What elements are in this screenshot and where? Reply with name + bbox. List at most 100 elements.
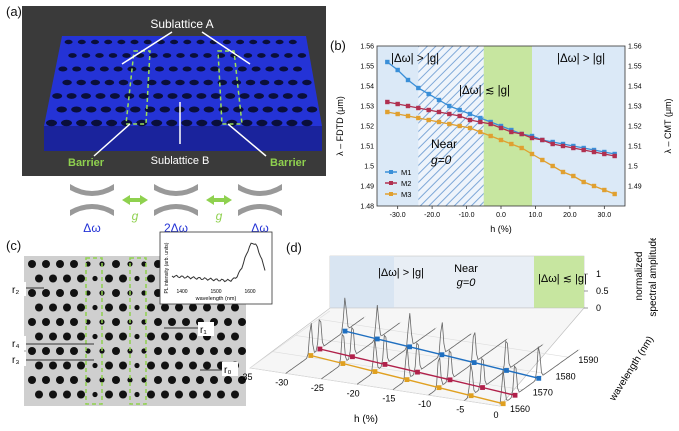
spectrum-trace [392,322,472,391]
sem-hole [147,361,155,370]
sem-hole [161,390,169,399]
x-axis-label: h (%) [354,414,378,425]
air-hole [254,93,264,99]
y-tick-label-right: 1.56 [628,44,642,51]
x-tick-label: -20 [347,388,360,398]
air-hole [203,79,213,86]
y-tick-label-left: 1.56 [360,44,374,51]
data-point-m3 [498,137,504,143]
air-hole [166,119,178,127]
sem-hole [92,333,98,340]
air-hole [153,93,164,99]
data-point-m3 [560,169,566,175]
data-point-m3 [540,157,545,163]
delta-center-label: 2Δω [164,221,188,235]
sem-hole [182,376,190,384]
r1-box [198,322,214,336]
sem-barrier-left [85,257,103,405]
air-hole [268,93,279,99]
air-hole [85,106,97,113]
sem-hole [70,318,78,326]
air-hole [104,39,113,45]
air-hole [64,39,73,45]
air-hole [286,119,298,127]
sem-hole [182,347,190,355]
air-hole [262,39,271,45]
sem-hole [35,390,43,399]
air-hole [284,53,293,58]
sem-hole [238,347,246,355]
sem-hole [63,303,71,312]
air-hole [225,93,236,99]
air-hole [251,66,261,72]
sem-hole [112,289,120,297]
air-hole [196,93,207,99]
sem-hole [231,303,239,312]
sem-hole [63,390,71,399]
sem-barrier-right [129,257,147,405]
panel-label-b: (b) [330,38,346,53]
sem-hole [77,303,85,312]
sem-hole [119,390,127,399]
sem-hole [28,376,36,384]
spectrum-trace [464,340,543,401]
sem-hole [49,390,57,399]
air-hole [257,53,266,58]
air-hole [226,119,238,127]
x-tick-label: -20.0 [424,212,440,219]
r1-label: r₁ [200,325,207,336]
axes: -30.0 -20.0 -10.0 0.0 10.0 20.0 30.0 1.48 1.49 1.… [360,44,641,220]
air-hole [259,79,270,86]
sem-hole [196,376,204,384]
data-point-m1 [439,352,445,358]
data-point-m2 [512,392,518,398]
sem-hole [77,274,85,283]
sem-hole [112,318,120,326]
air-hole [231,79,242,86]
floor-grid-line [272,351,523,391]
spectrum-trace [321,304,400,380]
data-point-m3 [550,163,555,169]
y-axis-right-label: λ – CMT (μm) [663,98,673,153]
barrier-left-label: Barrier [68,157,105,169]
y-tick-label: 1580 [556,371,576,381]
air-hole [189,79,199,86]
data-point-m3 [468,393,474,399]
region-right-label: |Δω| > |g| [557,53,605,65]
air-hole [273,79,284,86]
air-hole [62,79,72,86]
z-tick-label: 0 [596,303,601,313]
data-point-m2 [457,113,462,119]
sem-hole [28,347,36,355]
data-point-m3 [509,141,514,147]
sem-hole [92,362,98,369]
sem-hole [35,303,43,312]
air-hole [210,93,221,99]
g0-label: g=0 [431,153,452,167]
air-hole [117,39,126,45]
air-hole [151,119,163,127]
air-hole [218,106,229,113]
sem-hole [134,275,140,282]
legend-marker-m2 [389,181,393,185]
air-hole [66,93,77,99]
data-point-m3 [457,123,462,129]
sem-hole [231,390,239,399]
air-hole [210,66,220,72]
data-point-m2 [382,362,388,367]
x-tick-label: 0.0 [496,212,506,219]
air-hole [95,93,106,99]
r3-box [10,352,26,366]
y-tick-label-left: 1.5 [364,164,374,171]
z-axis-label-line1: normalized [634,252,645,301]
near-label: Near [431,137,457,151]
air-hole [217,79,228,86]
y-tick-label-left: 1.51 [360,144,374,151]
coupling-arrow-left [122,195,148,205]
data-point-m1 [426,91,431,97]
air-hole [167,93,178,99]
data-point-m2 [447,111,452,117]
sem-hole [203,390,211,399]
air-hole [176,53,185,58]
sem-hole [147,303,155,312]
